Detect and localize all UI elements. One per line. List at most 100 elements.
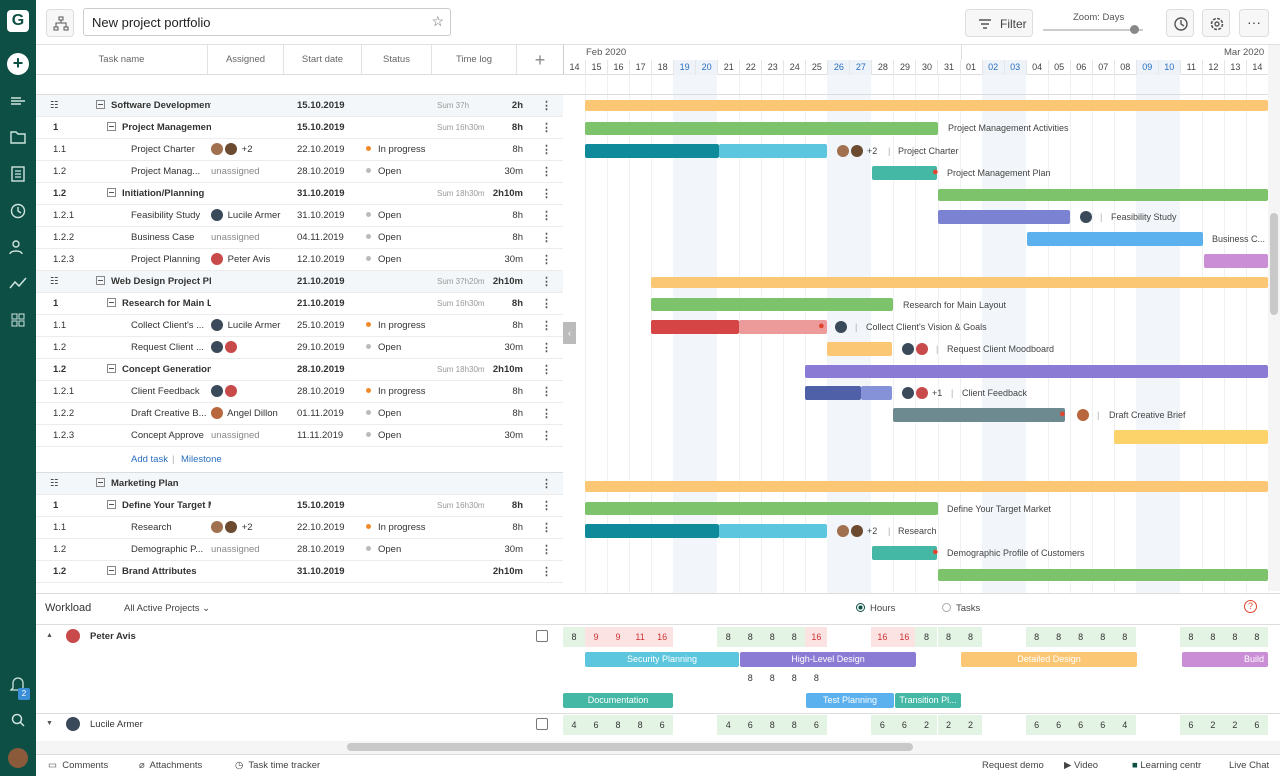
video-button[interactable]: ▶ Video (1064, 760, 1098, 771)
table-row[interactable]: 1.2.2 Draft Creative B... Angel Dillon 01.… (36, 403, 563, 425)
clock-icon[interactable] (9, 203, 27, 219)
gantt-bar-planning[interactable] (1204, 254, 1268, 268)
table-row[interactable]: 1.2.3 Project Planning Peter Avis 12.10.20… (36, 249, 563, 271)
assignee[interactable]: unassigned (211, 227, 286, 249)
status[interactable]: Open (366, 249, 401, 271)
calendar-icon[interactable] (536, 718, 548, 730)
attachments-button[interactable]: ⌀ Attachments (139, 760, 202, 771)
table-row[interactable]: 1.2.3 Concept Approve unassigned 11.11.2019… (36, 425, 563, 447)
gantt-bar-moodboard[interactable] (827, 342, 892, 356)
gantt-bar-research[interactable] (719, 524, 827, 538)
gantt-bar-collect[interactable] (739, 320, 827, 334)
gantt-bar-collect-done[interactable] (651, 320, 739, 334)
start-date[interactable]: 28.10.2019 (297, 166, 345, 177)
status[interactable]: Open (366, 337, 401, 359)
workload-bar[interactable]: Documentation (563, 693, 673, 708)
filter-button[interactable]: Filter (965, 9, 1033, 37)
table-row[interactable]: 1 Research for Main Layout 21.10.2019 Sum 1… (36, 293, 563, 315)
task-name[interactable]: Collect Client's ... (131, 315, 211, 337)
assignee[interactable]: Lucile Armer (211, 205, 286, 227)
comments-button[interactable]: ▭ Comments (48, 760, 108, 771)
status[interactable]: In progress (366, 139, 426, 161)
task-name[interactable]: Concept Generation (107, 359, 211, 381)
gantt-bar-marketing-project[interactable] (585, 481, 1268, 492)
calendar-icon[interactable] (536, 630, 548, 642)
start-date[interactable]: 15.10.2019 (297, 100, 345, 111)
start-date[interactable]: 29.10.2019 (297, 342, 345, 353)
zoom-slider[interactable] (1043, 29, 1143, 31)
status[interactable]: In progress (366, 381, 426, 403)
row-menu-icon[interactable]: ⋮ (541, 232, 552, 244)
people-icon[interactable] (9, 239, 27, 255)
table-row[interactable]: ☷ Web Design Project Plan 21.10.2019 Sum 37… (36, 271, 563, 293)
table-row[interactable]: 1.2 Demographic P... unassigned 28.10.2019 O… (36, 539, 563, 561)
collapse-toggle-icon[interactable] (96, 100, 105, 109)
tasks-radio[interactable]: Tasks (942, 603, 980, 614)
collapse-toggle-icon[interactable] (96, 276, 105, 285)
row-menu-icon[interactable]: ⋮ (541, 408, 552, 420)
more-button[interactable]: ··· (1239, 9, 1269, 37)
status[interactable]: Open (366, 205, 401, 227)
gantt-bar-target[interactable] (585, 502, 938, 515)
hierarchy-button[interactable] (46, 9, 74, 37)
task-name[interactable]: Concept Approve (131, 425, 211, 447)
project-title-input[interactable]: New project portfolio ☆ (83, 8, 451, 36)
gantt-bar-pmp[interactable] (872, 166, 937, 180)
assignee[interactable]: unassigned (211, 425, 286, 447)
status[interactable]: In progress (366, 315, 426, 337)
start-date[interactable]: 22.10.2019 (297, 522, 345, 533)
gantt-bar-initiation[interactable] (938, 189, 1268, 201)
column-start-date[interactable]: Start date (284, 45, 362, 75)
hours-radio[interactable]: Hours (856, 603, 895, 614)
status[interactable]: Open (366, 539, 401, 561)
task-name[interactable]: Feasibility Study (131, 205, 211, 227)
add-task-link[interactable]: Add task (131, 454, 168, 465)
assignee[interactable]: Lucile Armer (211, 315, 286, 337)
start-date[interactable]: 28.10.2019 (297, 544, 345, 555)
assignee[interactable]: +2 (211, 139, 286, 161)
user-avatar[interactable] (8, 748, 28, 768)
table-row[interactable]: 1.2 Concept Generation 28.10.2019 Sum 18h30… (36, 359, 563, 381)
start-date[interactable]: 31.10.2019 (297, 566, 345, 577)
assignee[interactable]: +2 (211, 517, 286, 539)
task-name[interactable]: Draft Creative B... (131, 403, 211, 425)
gantt-bar-software-project[interactable] (585, 100, 1268, 111)
table-row[interactable]: 1.1 Project Charter +2 22.10.2019 In progre… (36, 139, 563, 161)
task-name[interactable]: Research for Main Layout (107, 293, 211, 315)
row-menu-icon[interactable]: ⋮ (541, 122, 552, 134)
table-row[interactable]: ☷ Marketing Plan ⋮ (36, 473, 563, 495)
start-date[interactable]: 01.11.2019 (297, 408, 344, 419)
row-menu-icon[interactable]: ⋮ (541, 430, 552, 442)
workload-filter[interactable]: All Active Projects ⌄ (124, 603, 210, 614)
column-status[interactable]: Status (362, 45, 432, 75)
task-name[interactable]: Software Development Plan (96, 95, 211, 117)
table-row[interactable]: 1.2 Project Manag... unassigned 28.10.2019 O… (36, 161, 563, 183)
table-row[interactable]: 1 Define Your Target Market 15.10.2019 Sum … (36, 495, 563, 517)
gantt-bar-brand[interactable] (938, 569, 1268, 581)
collapse-toggle-icon[interactable] (107, 500, 116, 509)
milestone-link[interactable]: Milestone (181, 454, 222, 465)
table-row[interactable]: 1.2 Initiation/Planning 31.10.2019 Sum 18h3… (36, 183, 563, 205)
help-icon[interactable]: ? (1244, 600, 1257, 613)
analytics-icon[interactable] (9, 275, 27, 291)
add-task-row[interactable]: Add task | Milestone (36, 447, 563, 473)
task-name[interactable]: Web Design Project Plan (96, 271, 211, 293)
row-menu-icon[interactable]: ⋮ (541, 386, 552, 398)
collapse-grid-button[interactable]: ‹ (563, 322, 576, 344)
row-menu-icon[interactable]: ⋮ (541, 254, 552, 266)
status[interactable]: Open (366, 425, 401, 447)
column-time-log[interactable]: Time log (432, 45, 517, 75)
time-tracker-button[interactable]: ◷ Task time tracker (235, 760, 320, 771)
workload-bar[interactable]: Transition Pl... (895, 693, 961, 708)
table-row[interactable]: 1 Project Management Activities 15.10.2019… (36, 117, 563, 139)
start-date[interactable]: 31.10.2019 (297, 188, 345, 199)
assignee[interactable]: unassigned (211, 539, 286, 561)
document-icon[interactable] (9, 166, 27, 182)
collapse-toggle-icon[interactable] (107, 298, 116, 307)
row-menu-icon[interactable]: ⋮ (541, 144, 552, 156)
history-button[interactable] (1166, 9, 1194, 37)
add-button[interactable]: + (7, 53, 29, 75)
row-menu-icon[interactable]: ⋮ (541, 544, 552, 556)
task-name[interactable]: Project Charter (131, 139, 211, 161)
gantt-bar-concept[interactable] (805, 365, 1268, 378)
